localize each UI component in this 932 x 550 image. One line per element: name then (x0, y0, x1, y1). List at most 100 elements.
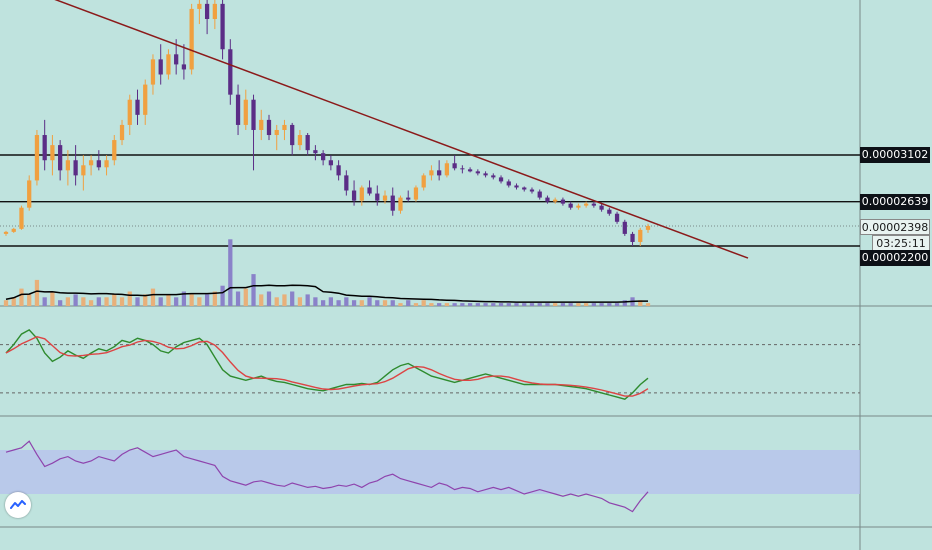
volume-bar (398, 303, 403, 306)
volume-bar (545, 303, 550, 306)
candle-body (50, 145, 55, 161)
stoch-d-line (5, 335, 649, 397)
volume-bar (58, 300, 63, 306)
volume-bar (522, 303, 527, 306)
volume-bar (382, 300, 388, 306)
volume-ma-line (5, 284, 648, 303)
candle-body (491, 175, 496, 178)
volume-bar (96, 297, 101, 306)
volume-bar (135, 297, 140, 306)
volume-bar (290, 291, 295, 306)
volume-bar (328, 297, 333, 306)
volume-bar (235, 291, 241, 306)
candle-body (553, 199, 558, 202)
volume-bar (197, 297, 202, 306)
candle-body (429, 170, 434, 176)
volume-bar (336, 300, 341, 306)
candle-body (181, 64, 187, 70)
candle-body (622, 221, 627, 234)
candle-body (228, 49, 233, 95)
volume-bar (174, 297, 179, 306)
volume-bar (576, 303, 581, 306)
candle-body (266, 119, 272, 136)
candle-body (630, 233, 635, 242)
candle-body (452, 163, 457, 169)
volume-bar (73, 294, 78, 306)
candle-body (174, 54, 179, 65)
volume-bar (42, 297, 47, 306)
candle-body (150, 59, 156, 85)
candle-body (235, 94, 241, 125)
candle-body (34, 135, 40, 181)
volume-bar (11, 297, 16, 306)
volume-bar (259, 294, 264, 306)
candle-body (204, 3, 210, 20)
volume-bar (305, 294, 310, 306)
volume-bar (444, 303, 450, 306)
candle-body (19, 207, 24, 229)
price-label-resistance-1: 0.00003102 (860, 147, 930, 163)
volume-bar (297, 297, 303, 306)
volume-bar (81, 297, 86, 306)
candle-body (344, 175, 349, 191)
volume-bar (367, 297, 372, 306)
candle-body (297, 135, 303, 146)
candle-body (259, 119, 264, 130)
candle-body (529, 189, 535, 192)
volume-bar (204, 294, 210, 306)
price-label-resistance-2: 0.00002639 (860, 194, 930, 210)
volume-bar (158, 297, 163, 306)
candle-body (313, 150, 318, 154)
volume-bar (475, 303, 480, 306)
volume-bar (375, 300, 380, 306)
volume-bar (390, 300, 395, 306)
volume-bar (607, 303, 612, 306)
candle-body (42, 135, 47, 161)
candle-body (421, 175, 426, 188)
volume-bar (460, 303, 465, 306)
candle-body (11, 228, 16, 232)
volume-bar (583, 303, 589, 306)
candle-body (282, 124, 287, 130)
candle-body (336, 165, 341, 176)
volume-bar (599, 303, 604, 306)
candle-body (607, 209, 612, 214)
candle-body (568, 203, 573, 208)
candle-countdown: 03:25:11 (872, 235, 930, 251)
candle-body (243, 99, 248, 125)
candle-body (583, 203, 589, 206)
candle-body (189, 8, 194, 70)
candle-body (119, 124, 125, 141)
volume-bar (104, 297, 109, 306)
candle-body (290, 124, 295, 146)
volume-bar (645, 303, 651, 306)
candle-body (127, 99, 132, 125)
candle-body (212, 3, 217, 20)
price-label-current: 0.00002398 (860, 219, 930, 235)
volume-bar (166, 294, 171, 306)
volume-bar (220, 285, 225, 306)
volume-bar (321, 300, 326, 306)
volume-bar (421, 300, 426, 306)
volume-bar (351, 300, 357, 306)
volume-bar (266, 291, 272, 306)
candle-body (166, 54, 171, 75)
candle-body (522, 187, 527, 190)
volume-bar (467, 303, 473, 306)
candle-body (645, 226, 651, 230)
volume-bar (34, 279, 40, 306)
volume-bar (506, 303, 511, 306)
candle-body (545, 197, 550, 202)
candle-body (398, 197, 403, 211)
candle-body (614, 213, 620, 222)
candle-body (367, 187, 372, 194)
candle-body (359, 187, 364, 201)
candle-body (506, 181, 511, 186)
volume-bar (560, 303, 566, 306)
volume-bar (143, 294, 148, 306)
volume-bar (452, 303, 457, 306)
tradingview-logo-icon[interactable] (5, 492, 31, 518)
candle-body (498, 177, 504, 182)
candle-body (382, 195, 388, 201)
